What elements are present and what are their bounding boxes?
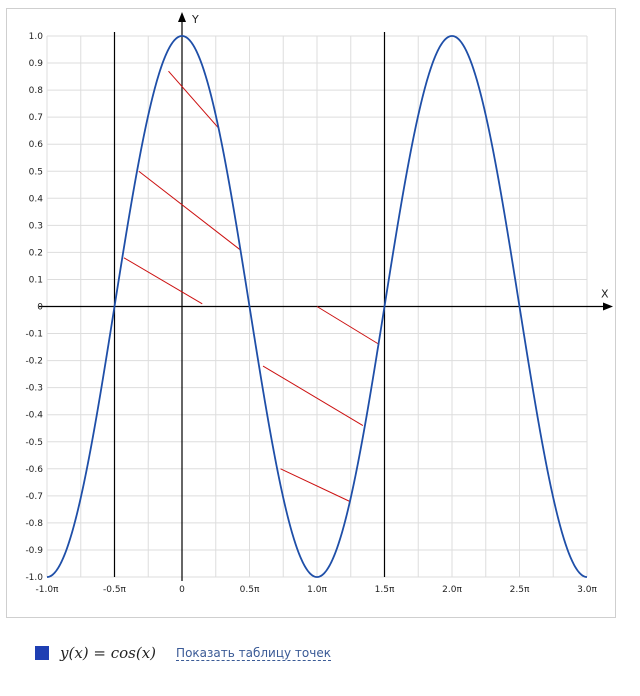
y-tick-label: -0.3: [25, 384, 43, 394]
hatch-lines: [123, 70, 380, 502]
y-axis-label: Y: [191, 13, 199, 26]
y-tick-label: -0.4: [25, 411, 43, 421]
x-tick-label: 0.5π: [240, 585, 260, 595]
hatch-line: [123, 257, 203, 305]
show-points-table-link[interactable]: Показать таблицу точек: [176, 645, 331, 661]
y-tick-label: 0.6: [29, 140, 44, 150]
y-tick-label: 0.8: [29, 86, 44, 96]
y-tick-label: -0.6: [25, 465, 43, 475]
x-tick-label: 2.0π: [442, 585, 462, 595]
y-tick-label: -0.2: [25, 357, 43, 367]
x-tick-label: 3.0π: [577, 585, 597, 595]
y-tick-label: 0: [37, 303, 43, 313]
y-tick-label: 0.2: [29, 248, 43, 258]
curve-layer: [46, 35, 588, 578]
y-tick-label: -0.1: [25, 330, 43, 340]
y-tick-label: 0.5: [29, 167, 43, 177]
hatch-line: [138, 170, 241, 251]
cos-curve: [46, 35, 588, 578]
y-tick-label: -0.9: [25, 546, 43, 556]
x-axis-label: X: [601, 288, 609, 301]
y-tick-label: 0.4: [29, 194, 44, 204]
x-tick-label: -1.0π: [36, 585, 60, 595]
legend-formula: y(x) = cos(x): [60, 644, 157, 662]
y-axis-arrow: [178, 12, 186, 22]
y-tick-label: -0.5: [25, 438, 43, 448]
y-tick-label: 0.3: [29, 221, 43, 231]
x-tick-label: 1.0π: [307, 585, 327, 595]
x-tick-label: -0.5π: [103, 585, 127, 595]
chart-frame: -1.0π -0.5π 0 0.5π 1.0π 1.5π 2.0π 2.5π 3.0π 1.0 0.…: [6, 8, 616, 618]
hatch-line: [262, 365, 364, 426]
legend-swatch: [35, 646, 49, 660]
y-tick-label: 0.1: [29, 275, 43, 285]
x-axis-arrow: [603, 302, 613, 311]
y-tick-label: 0.9: [29, 59, 44, 69]
hatch-line: [316, 306, 380, 345]
y-tick-label: -0.7: [25, 492, 43, 502]
tick-labels: -1.0π -0.5π 0 0.5π 1.0π 1.5π 2.0π 2.5π 3.0π 1.0 0.…: [25, 32, 597, 595]
x-tick-label: 2.5π: [510, 585, 530, 595]
hatch-line: [168, 70, 219, 129]
y-tick-label: -0.8: [25, 519, 43, 529]
y-tick-label: 0.7: [29, 113, 43, 123]
y-tick-label: -1.0: [25, 573, 43, 583]
hatch-line: [280, 468, 350, 502]
legend: y(x) = cos(x) Показать таблицу точек: [35, 642, 331, 664]
x-tick-label: 0: [179, 585, 185, 595]
y-tick-label: 1.0: [29, 32, 44, 42]
cosine-chart: -1.0π -0.5π 0 0.5π 1.0π 1.5π 2.0π 2.5π 3.0π 1.0 0.…: [25, 12, 613, 595]
x-tick-label: 1.5π: [375, 585, 395, 595]
axes: [39, 12, 613, 581]
